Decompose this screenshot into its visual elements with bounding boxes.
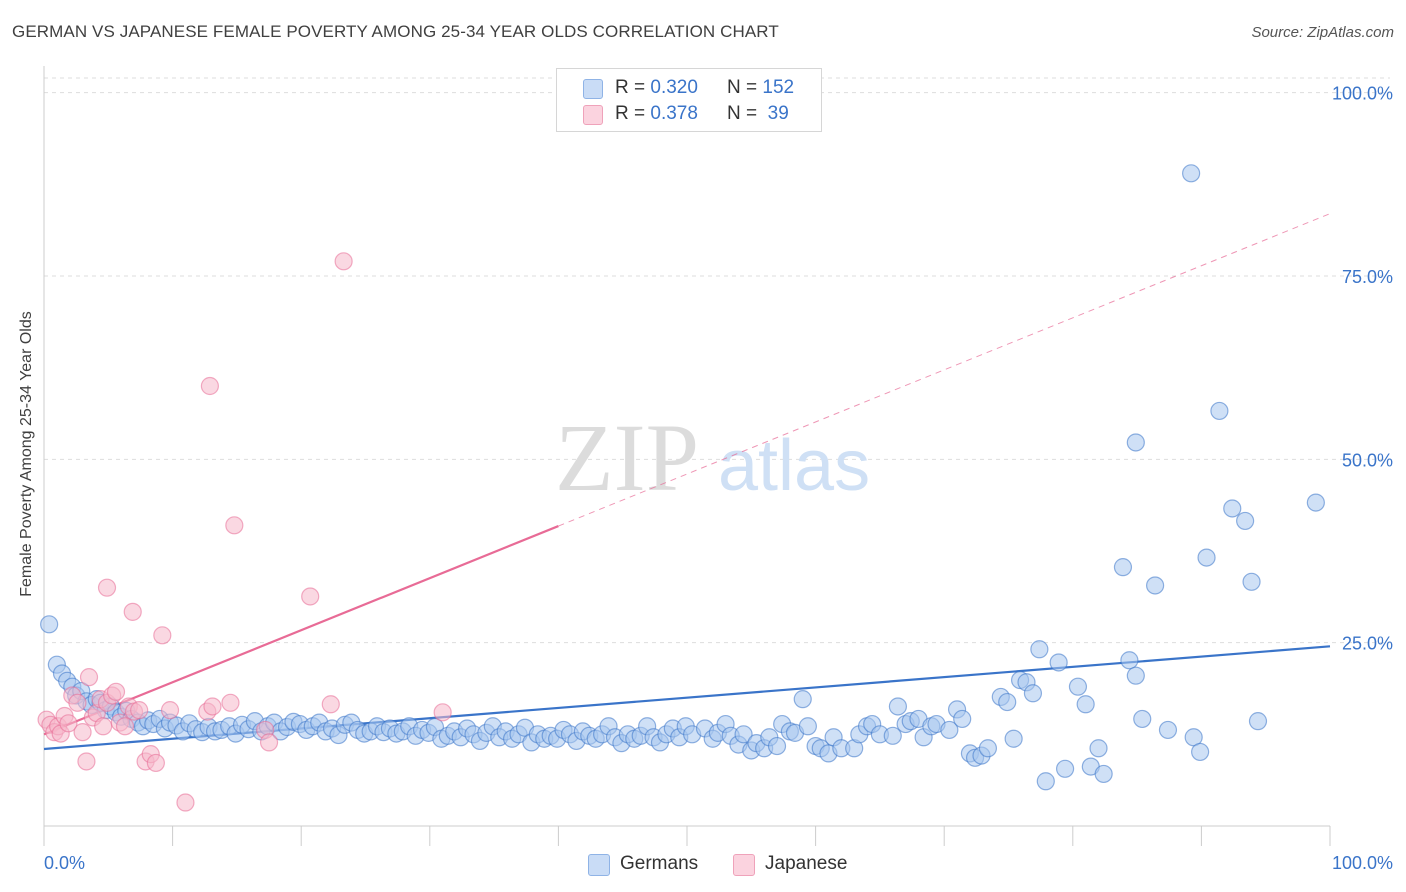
point-japanese [123,602,142,621]
legend-r-label: R = [615,103,646,124]
point-japanese [433,703,452,722]
point-germans [1126,666,1145,685]
watermark-atlas: atlas [718,426,870,506]
point-germans [1113,558,1133,577]
point-germans [1191,742,1210,762]
point-germans [1120,651,1139,670]
bottom-legend-label-japanese: Japanese [765,853,848,874]
point-germans [734,725,753,744]
point-germans [1146,576,1165,595]
y-tick-label: 100.0% [1332,84,1393,104]
point-japanese [68,693,87,712]
legend-swatch-germans [583,79,603,99]
point-japanese [115,717,135,736]
legend-n-label: N = [727,103,758,124]
tick-labels: 25.0% 50.0% 75.0% 100.0% 0.0% 100.0% [44,84,1393,873]
point-germans [1068,677,1088,696]
y-tick-label: 50.0% [1342,450,1393,470]
axis-layer [43,66,1331,846]
point-germans [1133,709,1152,729]
point-germans [940,720,959,740]
legend-r-value-japanese: 0.378 [650,103,698,124]
point-germans [40,615,59,634]
point-japanese [146,753,165,773]
point-germans [798,717,817,736]
point-japanese [203,697,222,716]
point-germans [1004,729,1023,748]
legend-r-value-germans: 0.320 [650,77,698,98]
legend-swatch-japanese [583,105,603,125]
point-germans [793,690,812,709]
point-germans [1248,712,1268,731]
point-japanese [73,723,92,742]
point-germans [1242,572,1261,591]
point-japanese [59,714,78,733]
trendline-dashed-japanese [558,213,1331,527]
point-germans [998,692,1017,712]
y-tick-label: 25.0% [1342,634,1393,654]
point-germans [1223,499,1242,518]
bottom-legend-swatch-japanese [733,854,755,876]
point-germans [1030,640,1049,659]
point-germans [1094,764,1113,784]
x-tick-label: 0.0% [44,853,85,873]
point-japanese [200,376,219,396]
x-tick-label: 100.0% [1332,853,1393,873]
point-japanese [79,668,99,687]
point-japanese [221,693,240,712]
point-japanese [176,793,195,812]
legend-n-label: N = [727,77,758,98]
y-axis-label: Female Poverty Among 25-34 Year Olds [18,311,35,597]
point-japanese [153,626,172,645]
point-japanese [130,701,149,720]
point-japanese [94,717,113,736]
watermark: ZIP atlas [555,404,870,511]
legend-r-label: R = [615,77,646,98]
point-japanese [321,695,340,714]
point-japanese [97,578,117,597]
grid-layer [44,77,1390,644]
point-germans [953,709,972,729]
point-germans [767,736,787,756]
point-germans [978,739,998,758]
point-japanese [160,701,180,720]
point-germans [1049,653,1068,672]
point-japanese [259,733,279,752]
point-japanese [334,252,353,271]
point-germans [1182,164,1201,183]
point-germans [1089,739,1108,758]
stats-legend: R = 0.320 N = 152 R = 0.378 N = 39 [556,68,822,132]
y-tick-label: 75.0% [1342,267,1393,287]
source-note: Source: ZipAtlas.com [1251,24,1394,41]
point-germans [1210,401,1229,421]
point-germans [883,726,902,745]
point-germans [1023,684,1043,703]
legend-n-value-japanese: 39 [762,103,789,124]
watermark-zip: ZIP [555,404,699,511]
point-germans [1126,433,1145,452]
point-germans [1236,511,1255,531]
point-germans [888,697,908,716]
point-germans [1076,695,1095,714]
point-japanese [301,587,320,606]
bottom-legend-label-germans: Germans [620,853,699,874]
bottom-legend-swatch-germans [588,854,610,876]
point-japanese [225,516,244,535]
chart-title: GERMAN VS JAPANESE FEMALE POVERTY AMONG … [12,22,779,41]
point-germans [1197,548,1216,567]
point-germans [1306,493,1325,512]
point-japanese [77,752,96,771]
points-layer [37,164,1325,812]
legend-n-value-germans: 152 [762,77,795,98]
point-germans [1036,772,1055,791]
point-japanese [106,682,126,701]
point-germans [1055,759,1075,778]
point-germans [1158,720,1178,740]
